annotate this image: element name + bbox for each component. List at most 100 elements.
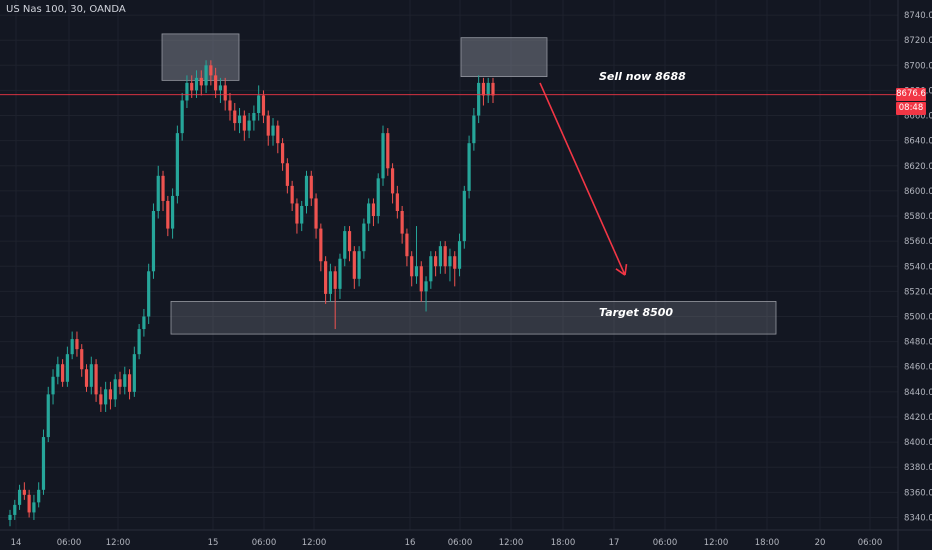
candle-body xyxy=(285,163,289,186)
candle-body xyxy=(443,246,447,267)
candle-body xyxy=(37,489,41,503)
candle-body xyxy=(328,271,333,294)
candle xyxy=(151,203,156,279)
candle xyxy=(65,346,69,387)
candle-body xyxy=(400,210,404,234)
candle xyxy=(8,509,12,527)
candle-body xyxy=(228,100,232,111)
candle-body xyxy=(94,364,98,395)
candle xyxy=(75,331,79,357)
candle xyxy=(405,228,409,267)
candle-body xyxy=(132,354,136,392)
candle xyxy=(56,356,60,385)
y-tick-label: 8580.0 xyxy=(904,212,932,222)
y-tick-label: 8340.0 xyxy=(904,513,932,523)
candle-body xyxy=(352,251,356,279)
candle xyxy=(314,193,318,239)
candle-body xyxy=(108,389,113,400)
target-note: Target 8500 xyxy=(599,305,674,319)
target-zone xyxy=(170,301,777,335)
down-arrow-head xyxy=(624,264,628,276)
y-tick-label: 8600.0 xyxy=(904,187,932,197)
candle-body xyxy=(214,75,218,91)
candle xyxy=(242,110,246,141)
candle xyxy=(290,180,294,211)
candle-body xyxy=(75,339,79,350)
candle-body xyxy=(457,241,462,269)
x-tick-label: 20 xyxy=(815,538,826,548)
y-tick-label: 8420.0 xyxy=(904,413,932,423)
candle-body xyxy=(170,195,175,229)
sell-note: Sell now 8688 xyxy=(599,69,686,83)
candle-body xyxy=(17,489,22,505)
candle xyxy=(37,482,41,508)
y-tick-label: 8620.0 xyxy=(904,162,932,172)
candle-body xyxy=(223,85,227,101)
candle-body xyxy=(429,256,433,282)
candle xyxy=(113,374,117,407)
resistance-zone-1 xyxy=(161,33,240,81)
candle xyxy=(51,369,55,405)
candle xyxy=(295,198,299,234)
candle xyxy=(142,308,146,337)
candle xyxy=(261,90,266,124)
candle xyxy=(357,246,361,287)
candle-body xyxy=(448,256,452,267)
candle xyxy=(41,429,46,495)
candle-body xyxy=(113,379,117,400)
candle-body xyxy=(8,514,12,520)
candle-body xyxy=(338,258,342,289)
candle-body xyxy=(381,133,385,179)
candle-body xyxy=(127,374,132,392)
candle-body xyxy=(300,205,304,224)
y-tick-label: 8400.0 xyxy=(904,438,932,448)
candle-body xyxy=(343,231,347,259)
candle xyxy=(137,324,141,360)
candle xyxy=(467,135,471,199)
candle-body xyxy=(390,168,395,194)
candle xyxy=(434,251,438,277)
candle xyxy=(61,359,65,387)
candle-body xyxy=(204,65,208,86)
x-tick-label: 12:00 xyxy=(704,538,729,548)
candle xyxy=(414,226,419,284)
y-tick-label: 8640.0 xyxy=(904,137,932,147)
candle-body xyxy=(137,329,141,355)
candle-body xyxy=(41,437,46,490)
y-tick-label: 8660.0 xyxy=(904,112,932,122)
candle xyxy=(457,233,462,277)
candle xyxy=(429,251,433,289)
candle xyxy=(381,125,385,186)
candle xyxy=(108,381,113,410)
candle xyxy=(333,266,337,330)
symbol-title[interactable]: US Nas 100, 30, OANDA xyxy=(6,4,126,15)
zones xyxy=(161,33,777,335)
x-tick-label: 18:00 xyxy=(551,538,576,548)
candle xyxy=(424,276,428,312)
candle xyxy=(46,386,50,443)
candle xyxy=(400,205,404,244)
x-tick-label: 14 xyxy=(11,538,22,548)
candle xyxy=(80,344,84,377)
candle-body xyxy=(32,502,36,513)
candle-body xyxy=(333,271,337,289)
candle xyxy=(147,263,151,325)
candle-body xyxy=(142,316,146,330)
candle xyxy=(376,173,380,224)
candle xyxy=(204,60,208,93)
candle-body xyxy=(104,389,108,405)
candle xyxy=(233,102,237,131)
candle xyxy=(22,482,26,500)
candle xyxy=(304,170,309,214)
candle xyxy=(319,223,323,272)
candle-body xyxy=(194,77,199,91)
candle-body xyxy=(89,364,93,387)
y-tick-label: 8480.0 xyxy=(904,338,932,348)
candle-body xyxy=(51,376,55,395)
candle-body xyxy=(84,369,89,387)
candle xyxy=(438,241,442,274)
candle xyxy=(448,248,452,282)
candle xyxy=(486,77,490,103)
candle xyxy=(89,356,93,395)
